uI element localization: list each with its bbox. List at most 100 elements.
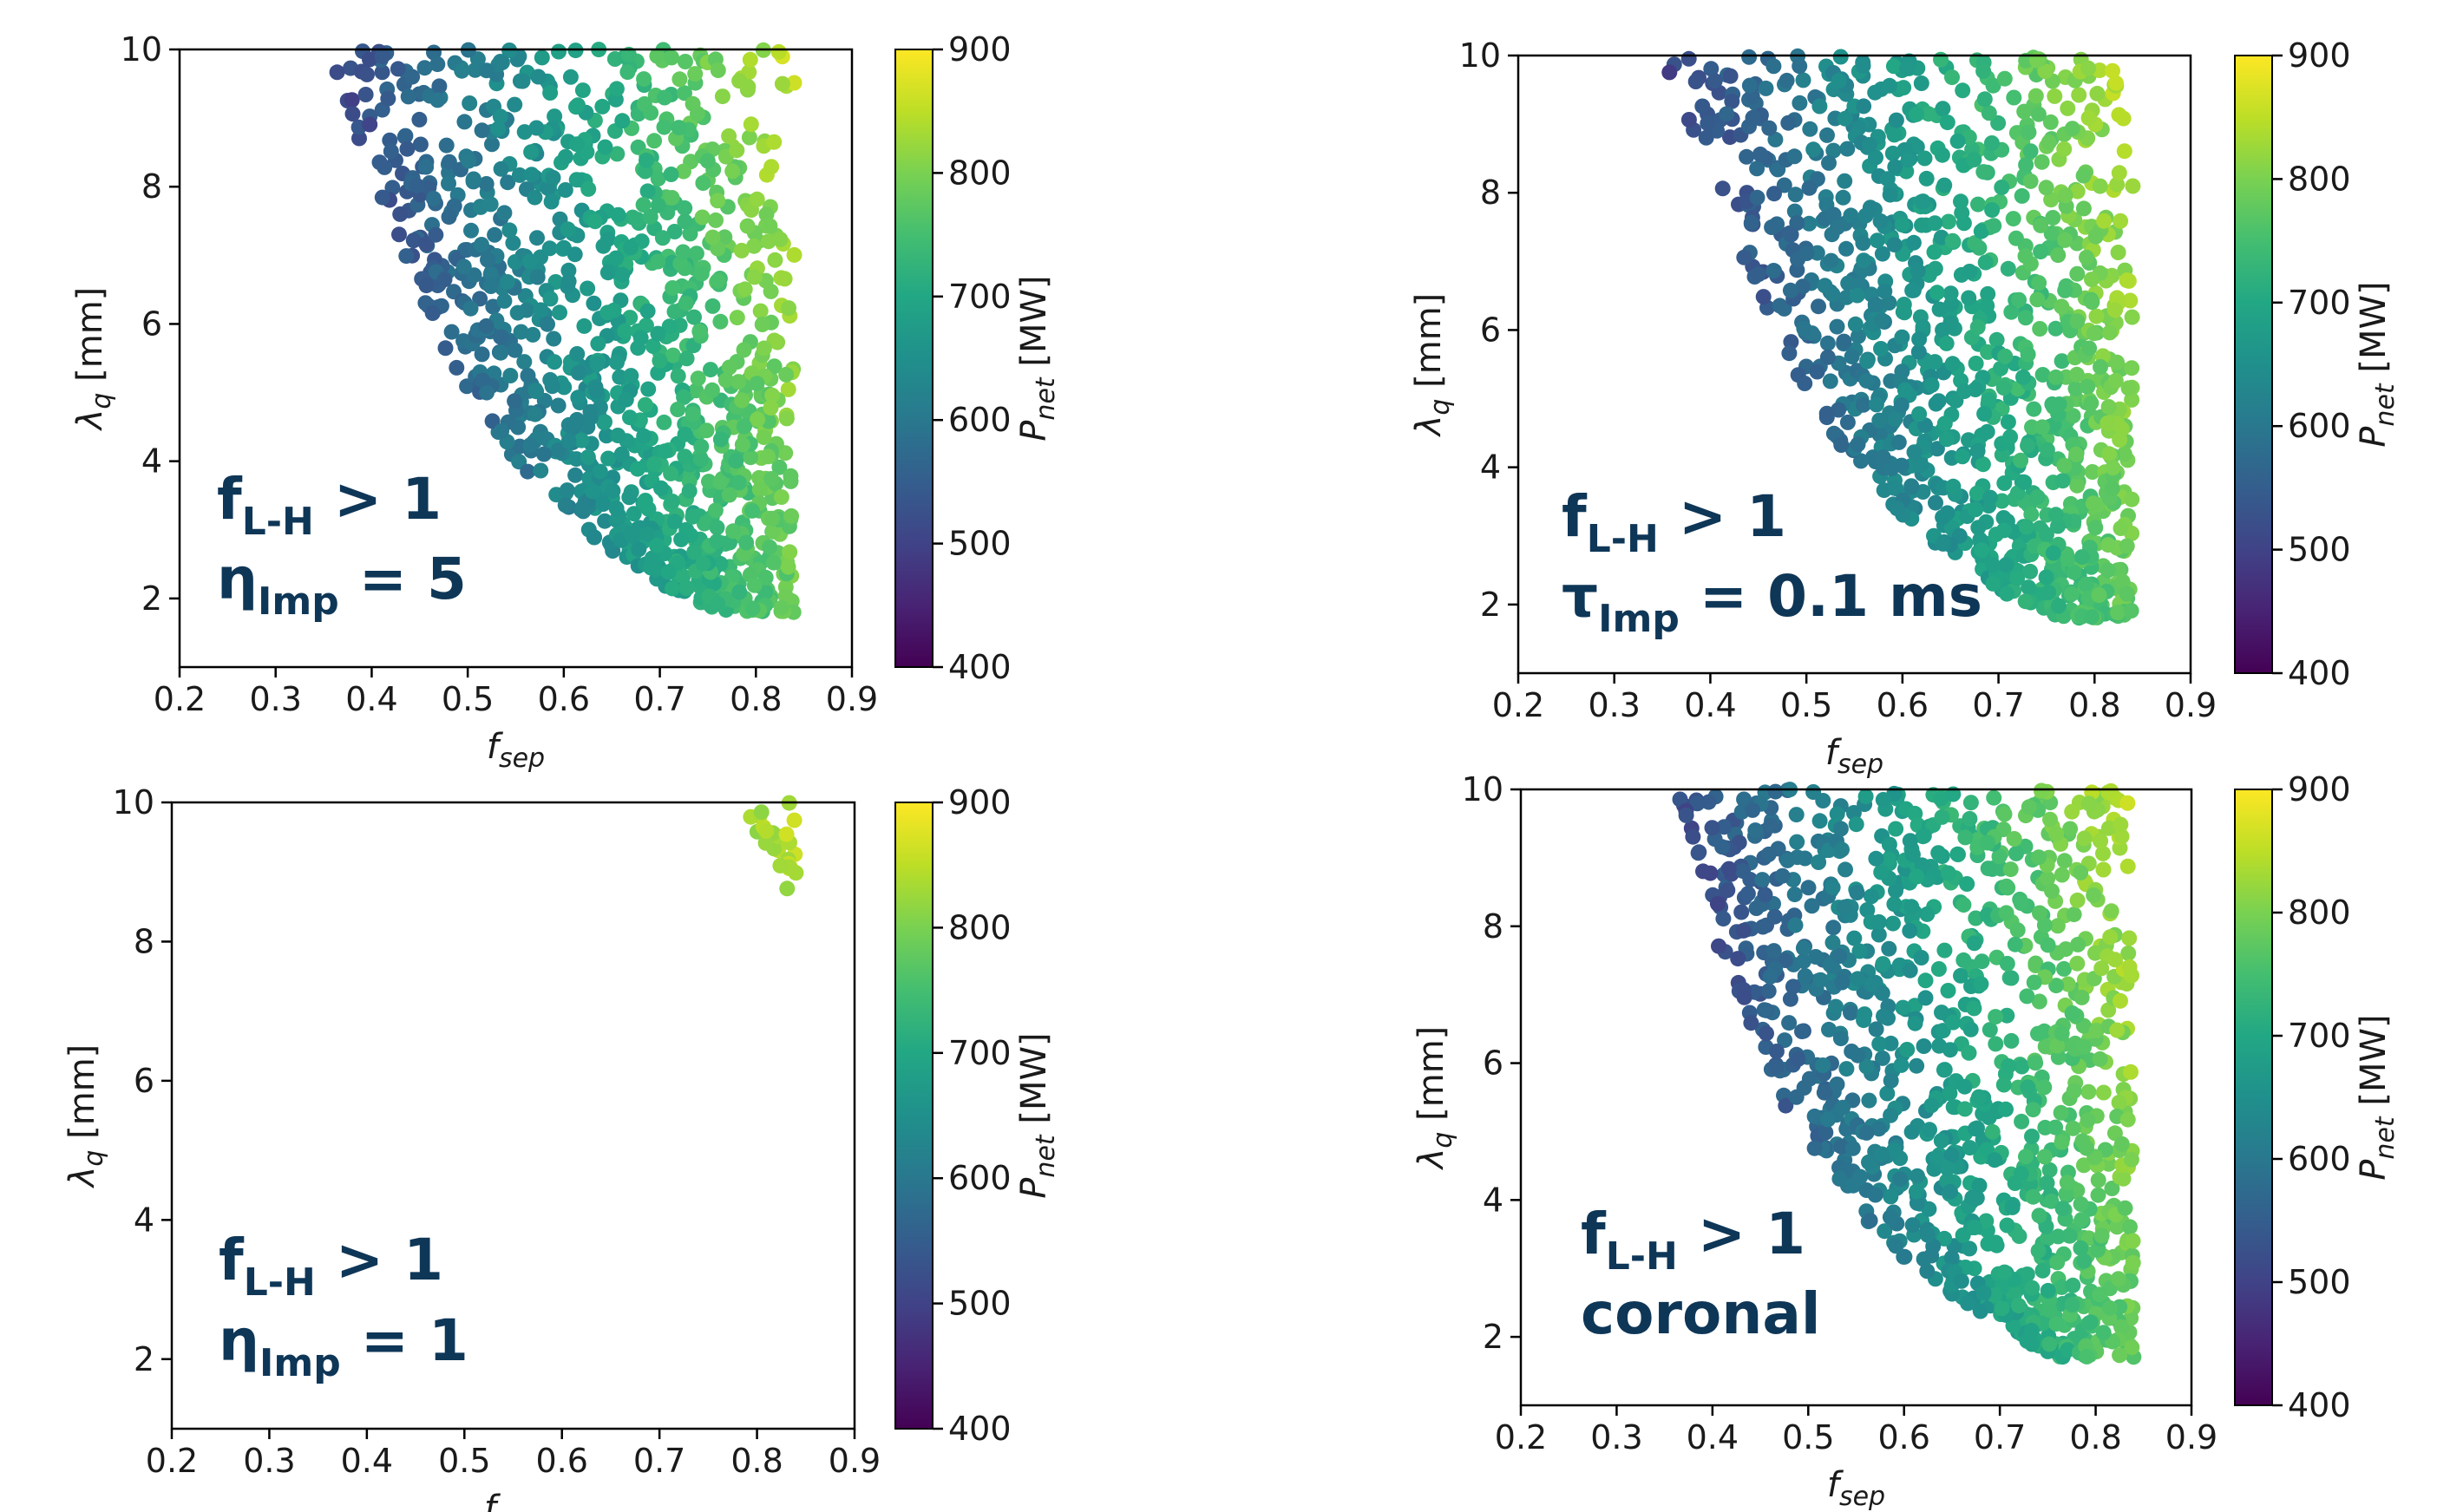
data-point <box>2018 157 2034 173</box>
y-tick-label: 4 <box>141 442 162 481</box>
data-point <box>749 376 765 392</box>
data-point <box>1685 828 1701 845</box>
data-point <box>2113 828 2130 845</box>
data-point <box>1928 396 1944 412</box>
data-point <box>2113 520 2129 536</box>
data-point <box>1970 520 1987 536</box>
data-point <box>2066 1083 2082 1099</box>
data-point <box>2109 1219 2126 1235</box>
data-point <box>2101 1299 2118 1316</box>
data-point <box>1873 341 1889 357</box>
data-point <box>1994 1300 2010 1317</box>
data-point <box>479 384 495 401</box>
data-point <box>1801 215 1818 232</box>
data-point <box>2119 586 2135 602</box>
data-point <box>429 92 446 108</box>
data-point <box>542 85 559 101</box>
data-point <box>760 233 776 250</box>
data-point <box>1849 885 1865 900</box>
data-point <box>1973 976 1989 992</box>
data-point <box>1741 49 1758 65</box>
data-point <box>1661 64 1678 81</box>
data-point <box>1819 349 1836 365</box>
data-point <box>416 60 433 76</box>
data-point <box>2008 845 2024 861</box>
data-point <box>586 529 602 546</box>
data-point <box>1774 867 1791 884</box>
data-point <box>2071 87 2087 103</box>
data-point <box>1929 285 1945 301</box>
data-point <box>766 358 783 375</box>
data-point <box>2039 442 2055 458</box>
data-point <box>1743 214 1759 231</box>
data-point <box>520 463 536 480</box>
data-point <box>2085 495 2101 512</box>
data-point <box>2111 165 2127 181</box>
data-point <box>1806 1140 1823 1156</box>
data-point <box>1998 1101 2014 1117</box>
data-point <box>754 317 770 332</box>
x-tick-label: 0.7 <box>633 1442 685 1480</box>
x-tick-label: 0.4 <box>1684 686 1736 724</box>
data-point <box>1995 1077 2012 1093</box>
data-point <box>1765 58 1782 75</box>
data-point <box>534 49 550 66</box>
data-point <box>1836 333 1852 350</box>
data-point <box>2069 313 2086 330</box>
data-point <box>1955 1227 1971 1243</box>
data-point <box>657 443 673 460</box>
colorbar-tick-label: 500 <box>2288 531 2351 569</box>
data-point <box>1722 68 1739 84</box>
data-point <box>1844 1140 1861 1156</box>
data-point <box>786 246 802 263</box>
data-point <box>2061 1227 2078 1244</box>
data-point <box>1980 835 1996 851</box>
data-point <box>622 409 638 426</box>
data-point <box>2087 228 2104 245</box>
data-point <box>2123 603 2139 619</box>
data-point <box>399 141 416 157</box>
y-tick-label: 6 <box>141 304 162 343</box>
data-point <box>772 857 789 874</box>
data-point <box>1811 854 1827 870</box>
data-point <box>1850 971 1866 987</box>
data-point <box>1716 819 1733 835</box>
annotation-line-2: τImp = 0.1 ms <box>1562 563 1982 641</box>
data-point <box>1894 217 1910 233</box>
data-point <box>582 409 599 426</box>
data-point <box>1936 942 1953 959</box>
data-point <box>717 229 733 245</box>
data-point <box>749 191 765 207</box>
data-point <box>1874 1146 1890 1162</box>
data-point <box>644 550 660 566</box>
data-point <box>1861 1154 1877 1170</box>
data-point <box>362 51 377 68</box>
data-point <box>1824 880 1841 896</box>
data-point <box>712 431 729 448</box>
data-point <box>2103 903 2119 920</box>
data-point <box>762 218 778 234</box>
data-point <box>2124 360 2140 376</box>
data-point <box>2023 506 2040 522</box>
data-point <box>556 379 573 396</box>
data-point <box>2057 187 2073 204</box>
data-point <box>2030 106 2047 122</box>
data-point <box>670 402 686 417</box>
data-point <box>359 66 375 82</box>
data-point <box>1790 1051 1806 1067</box>
data-point <box>1887 411 1903 428</box>
data-point <box>1777 1032 1793 1049</box>
chart-panel-4: 0.2 0.3 0.4 0.5 0.6 0.7 0.8 0.9 2 4 6 8 10 fsep λq [mm… <box>1412 770 2401 1512</box>
data-point <box>650 253 666 270</box>
data-point <box>1855 396 1871 413</box>
data-point <box>541 240 558 257</box>
data-point <box>608 81 625 97</box>
data-point <box>424 305 441 321</box>
data-point <box>2075 200 2092 217</box>
data-point <box>1797 968 1813 984</box>
data-point <box>1956 383 1973 400</box>
data-point <box>762 539 778 555</box>
data-point <box>1720 882 1736 899</box>
data-point <box>778 366 795 383</box>
